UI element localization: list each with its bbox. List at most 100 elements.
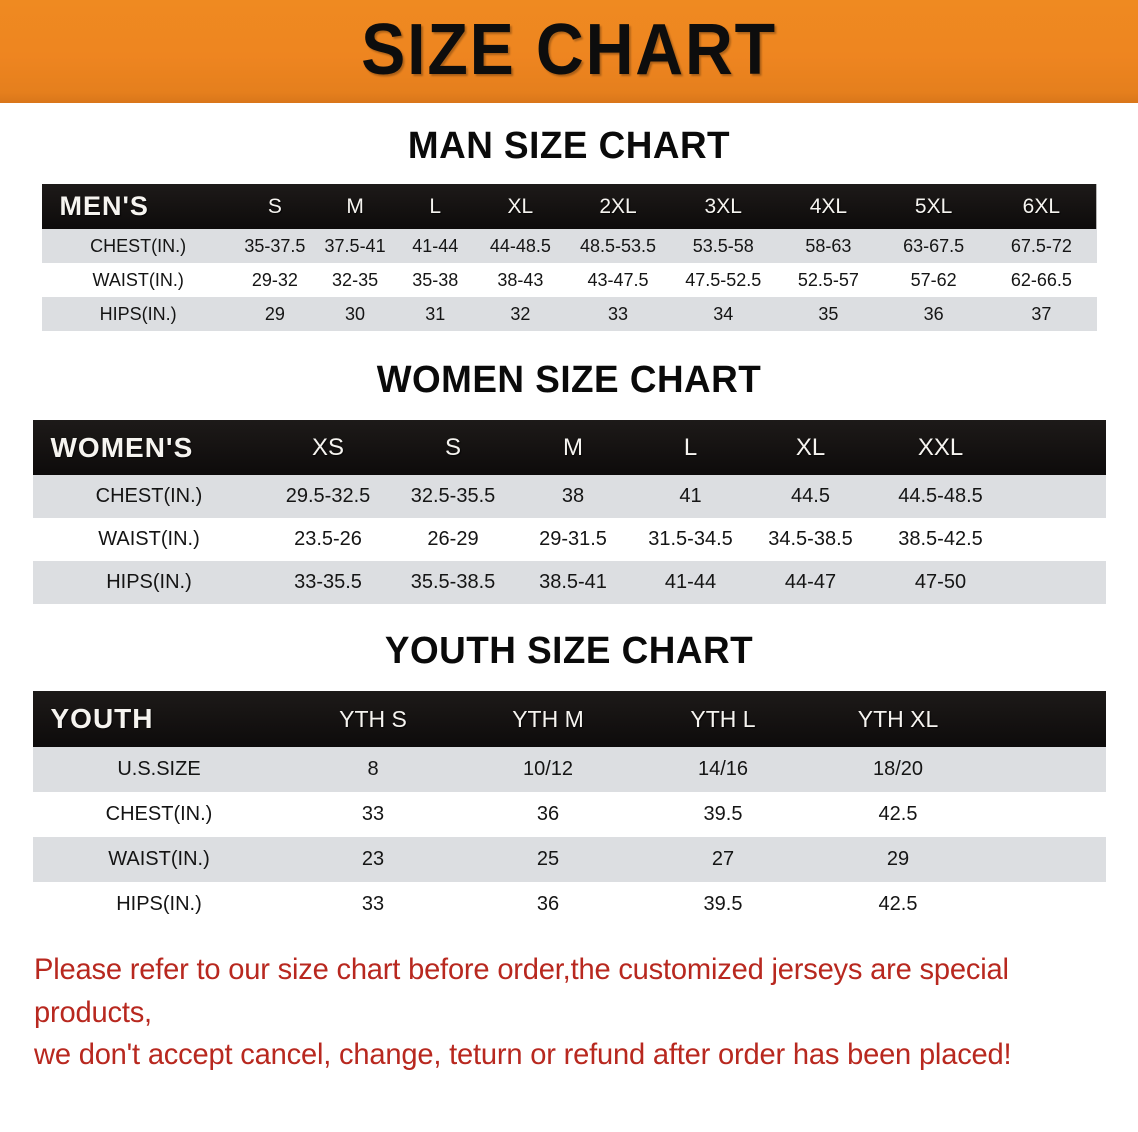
women-col-header-0: XS (311, 433, 344, 461)
men-table-header: MEN'S S M L XL 2XL 3XL 4XL 5XL 6XL (41, 184, 1097, 229)
women-header-spacer (1011, 420, 1106, 475)
men-size-table: MEN'S S M L XL 2XL 3XL 4XL 5XL 6XL CHEST… (41, 184, 1097, 331)
women-col-header-1: S (444, 433, 461, 461)
women-col-header-2: M (563, 433, 583, 461)
table-header-row: WOMEN'S XS S M L XL XXL (32, 420, 1106, 475)
youth-col-header-0: YTH S (339, 705, 407, 732)
women-table-body: CHEST(IN.) 29.5-32.5 32.5-35.5 38 41 44.… (32, 475, 1106, 604)
women-cell-2-3: 41-44 (664, 571, 717, 593)
women-row-spacer-2 (1011, 561, 1106, 604)
youth-cell-3-0: 33 (361, 893, 385, 915)
women-cell-2-1: 35.5-38.5 (410, 571, 496, 593)
youth-row-spacer-2 (986, 837, 1106, 882)
youth-cell-0-2: 14/16 (697, 758, 749, 780)
men-cell-1-6: 52.5-57 (797, 269, 859, 290)
women-cell-0-1: 32.5-35.5 (410, 485, 496, 507)
men-col-header-8: 6XL (1022, 194, 1061, 218)
men-cell-0-3: 44-48.5 (489, 235, 551, 256)
table-row: U.S.SIZE 8 10/12 14/16 18/20 (32, 747, 1106, 792)
youth-row-spacer-3 (986, 882, 1106, 927)
men-cell-0-5: 53.5-58 (692, 235, 754, 256)
women-cell-0-2: 38 (561, 485, 585, 507)
youth-cell-0-0: 8 (367, 758, 379, 780)
table-row: WAIST(IN.) 29-32 32-35 35-38 38-43 43-47… (41, 263, 1097, 297)
women-cell-2-4: 44-47 (784, 571, 837, 593)
table-row: WAIST(IN.) 23 25 27 29 (32, 837, 1106, 882)
youth-cell-1-3: 42.5 (878, 803, 918, 825)
youth-cell-2-3: 29 (886, 848, 910, 870)
men-table-body: CHEST(IN.) 35-37.5 37.5-41 41-44 44-48.5… (41, 229, 1097, 331)
women-cell-1-0: 23.5-26 (294, 528, 362, 550)
men-col-header-1: M (346, 194, 364, 218)
men-cell-2-7: 36 (923, 303, 944, 324)
table-row: HIPS(IN.) 33 36 39.5 42.5 (32, 882, 1106, 927)
youth-row-label-0: U.S.SIZE (117, 758, 201, 780)
women-cell-1-2: 29-31.5 (539, 528, 607, 550)
men-corner-label: MEN'S (59, 191, 149, 221)
women-row-label-1: WAIST(IN.) (98, 528, 200, 550)
table-row: WAIST(IN.) 23.5-26 26-29 29-31.5 31.5-34… (32, 518, 1106, 561)
men-cell-0-4: 48.5-53.5 (580, 235, 657, 256)
women-row-spacer-0 (1011, 475, 1106, 518)
youth-row-label-3: HIPS(IN.) (116, 893, 202, 915)
youth-section-title: YOUTH SIZE CHART (384, 630, 754, 672)
youth-header-spacer (986, 691, 1106, 747)
women-cell-1-3: 31.5-34.5 (648, 528, 733, 550)
men-cell-0-6: 58-63 (805, 235, 852, 256)
men-col-header-7: 5XL (914, 194, 953, 218)
men-row-label-2: HIPS(IN.) (99, 303, 177, 324)
men-section-title: MAN SIZE CHART (407, 125, 731, 167)
men-row-label-1: WAIST(IN.) (92, 269, 184, 290)
men-col-header-6: 4XL (809, 194, 848, 218)
youth-size-chart-section: YOUTH SIZE CHART YOUTH YTH S YTH M YTH L… (0, 604, 1138, 927)
youth-table-header: YOUTH YTH S YTH M YTH L YTH XL (32, 691, 1106, 747)
men-cell-0-0: 35-37.5 (244, 235, 306, 256)
men-cell-2-1: 30 (345, 303, 366, 324)
youth-cell-1-1: 36 (536, 803, 560, 825)
table-row: CHEST(IN.) 29.5-32.5 32.5-35.5 38 41 44.… (32, 475, 1106, 518)
men-size-chart-section: MAN SIZE CHART MEN'S S M L XL 2XL 3XL 4X… (0, 103, 1138, 331)
table-header-row: MEN'S S M L XL 2XL 3XL 4XL 5XL 6XL (41, 184, 1097, 229)
women-row-spacer-1 (1011, 518, 1106, 561)
youth-col-header-2: YTH L (690, 705, 756, 732)
women-col-header-3: L (683, 433, 698, 461)
women-cell-0-3: 41 (679, 485, 702, 507)
table-row: HIPS(IN.) 29 30 31 32 33 34 35 36 37 (41, 297, 1097, 331)
notice-line-2: we don't accept cancel, change, teturn o… (34, 1038, 1012, 1072)
table-row: CHEST(IN.) 33 36 39.5 42.5 (32, 792, 1106, 837)
men-cell-2-6: 35 (818, 303, 839, 324)
women-col-header-5: XXL (917, 433, 964, 461)
men-cell-1-7: 57-62 (910, 269, 957, 290)
youth-row-label-2: WAIST(IN.) (108, 848, 210, 870)
page-title: SIZE CHART (361, 9, 777, 90)
women-size-chart-section: WOMEN SIZE CHART WOMEN'S XS S M L XL XXL… (0, 331, 1138, 604)
youth-cell-1-2: 39.5 (703, 803, 743, 825)
men-cell-0-1: 37.5-41 (324, 235, 386, 256)
women-cell-2-5: 47-50 (914, 571, 967, 593)
table-row: CHEST(IN.) 35-37.5 37.5-41 41-44 44-48.5… (41, 229, 1097, 263)
youth-cell-0-1: 10/12 (522, 758, 574, 780)
women-cell-1-4: 34.5-38.5 (768, 528, 853, 550)
women-row-label-2: HIPS(IN.) (106, 571, 192, 593)
men-col-header-4: 2XL (599, 194, 637, 218)
youth-cell-2-2: 27 (711, 848, 735, 870)
men-cell-1-8: 62-66.5 (1010, 269, 1072, 290)
women-col-header-4: XL (795, 433, 826, 461)
women-cell-0-4: 44.5 (791, 485, 830, 507)
men-cell-0-2: 41-44 (412, 235, 459, 256)
women-cell-2-0: 33-35.5 (294, 571, 362, 593)
page-banner: SIZE CHART (0, 0, 1138, 103)
men-cell-2-5: 34 (713, 303, 734, 324)
women-cell-0-5: 44.5-48.5 (898, 485, 983, 507)
notice-line-1: Please refer to our size chart before or… (34, 953, 1009, 1029)
order-policy-notice: Please refer to our size chart before or… (34, 949, 1072, 1077)
youth-cell-2-1: 25 (536, 848, 560, 870)
men-row-label-0: CHEST(IN.) (90, 235, 187, 256)
women-table-header: WOMEN'S XS S M L XL XXL (32, 420, 1106, 475)
table-header-row: YOUTH YTH S YTH M YTH L YTH XL (32, 691, 1106, 747)
men-cell-2-0: 29 (264, 303, 285, 324)
youth-size-table: YOUTH YTH S YTH M YTH L YTH XL U.S.SIZE … (32, 691, 1106, 927)
men-cell-1-5: 47.5-52.5 (685, 269, 762, 290)
youth-row-spacer-1 (986, 792, 1106, 837)
youth-cell-0-3: 18/20 (872, 758, 924, 780)
